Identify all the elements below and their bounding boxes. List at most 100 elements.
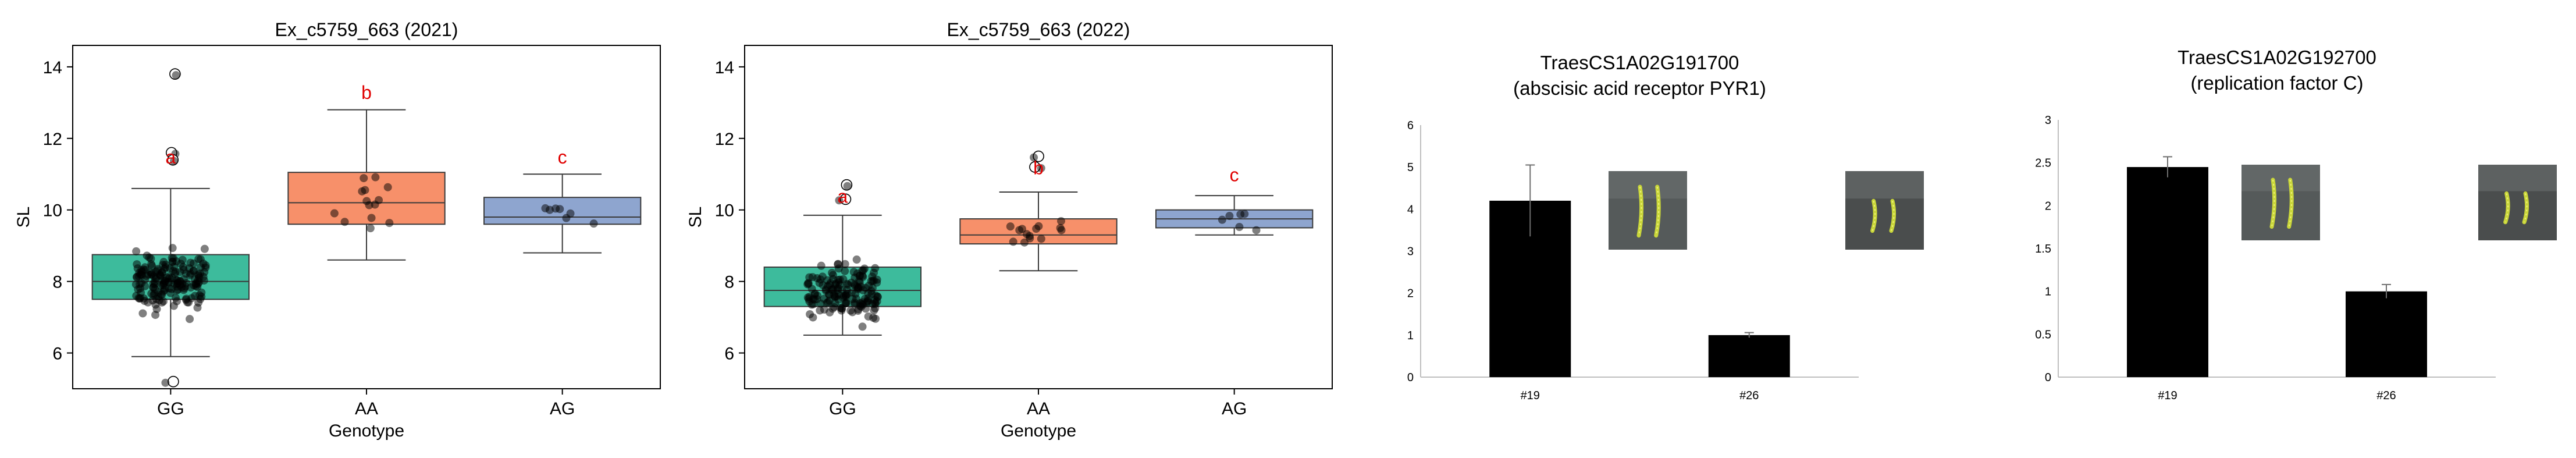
data-point <box>1252 226 1261 235</box>
data-point <box>145 253 154 262</box>
data-point <box>1006 222 1015 231</box>
box-AG <box>483 197 642 225</box>
data-point <box>155 296 163 304</box>
bar-chart-2: TraesCS1A02G192700 (replication factor C)… <box>2035 47 2557 402</box>
wheat-spike <box>2522 191 2529 225</box>
data-point <box>150 278 159 286</box>
data-point <box>187 294 196 303</box>
data-point <box>383 183 392 191</box>
wheat-spike <box>2503 191 2510 225</box>
data-point <box>843 182 852 190</box>
data-point <box>155 271 164 279</box>
plot-frame <box>72 45 661 389</box>
y-tick-label: 0 <box>2045 371 2051 384</box>
bar-chart-1: TraesCS1A02G191700 (abscisic acid recepto… <box>1407 52 1924 402</box>
data-point <box>200 244 209 253</box>
data-point <box>864 312 873 321</box>
spike-photo-inset <box>1845 171 1924 250</box>
photo-highlight <box>1609 171 1687 199</box>
chart-subtitle: (replication factor C) <box>2190 72 2363 94</box>
data-point <box>168 254 176 262</box>
bar-n19 <box>2127 167 2208 377</box>
data-point <box>820 294 828 303</box>
data-point <box>803 280 812 289</box>
x-tick-label: #26 <box>1739 389 1759 402</box>
data-point <box>871 264 880 272</box>
data-point <box>1037 164 1045 172</box>
data-point <box>863 297 872 306</box>
data-point <box>132 247 141 255</box>
data-point <box>852 255 861 264</box>
y-tick-label: 1 <box>2045 286 2051 299</box>
wheat-spike <box>1870 198 1877 233</box>
spike-photo-inset <box>2478 165 2557 240</box>
y-tick-label: 6 <box>1407 119 1414 132</box>
data-point <box>176 268 184 276</box>
data-point <box>823 276 832 285</box>
y-tick-label: 12 <box>43 130 62 149</box>
wheat-spike <box>1889 198 1897 233</box>
outlier-point <box>168 375 179 388</box>
data-point <box>144 270 152 279</box>
spike-photo-inset <box>2241 165 2320 240</box>
data-point <box>566 209 575 218</box>
data-point <box>853 283 862 292</box>
x-tick-label: #19 <box>1521 389 1540 402</box>
data-point <box>194 298 203 307</box>
y-tick-label: 0.5 <box>2035 328 2051 341</box>
data-point <box>1235 223 1244 232</box>
boxplot-chart-1: Ex_c5759_663 (2021) 6 8 10 12 14 SL Genotype GG a… <box>14 19 661 441</box>
y-tick-label: 10 <box>715 201 734 221</box>
data-point <box>868 272 877 281</box>
x-tick-label: GG <box>157 399 184 418</box>
data-point <box>589 219 598 228</box>
data-point <box>859 266 868 275</box>
data-point <box>166 289 175 297</box>
photo-highlight <box>2478 165 2557 191</box>
wheat-spike-highlight <box>1638 186 1642 236</box>
x-tick-label: #19 <box>2158 389 2177 402</box>
data-point <box>835 196 844 205</box>
y-tick-label: 10 <box>43 201 62 221</box>
data-point <box>176 260 185 268</box>
data-point <box>1056 223 1065 232</box>
data-point <box>375 196 383 204</box>
data-point <box>1025 232 1034 240</box>
chart-title: Ex_c5759_663 (2022) <box>947 19 1130 40</box>
data-point <box>838 285 846 294</box>
data-point <box>340 218 349 226</box>
data-point <box>1009 237 1017 246</box>
data-point <box>196 269 205 278</box>
data-point <box>134 294 143 303</box>
y-tick-label: 3 <box>2045 114 2051 127</box>
plot-frame <box>744 45 1333 389</box>
significance-letter: a <box>837 186 848 207</box>
data-point <box>1225 212 1234 221</box>
data-point <box>371 173 380 182</box>
data-point <box>1037 235 1045 243</box>
data-point <box>172 71 180 80</box>
wheat-spike-highlight <box>1655 186 1660 236</box>
data-point <box>367 214 376 222</box>
data-point <box>168 274 176 282</box>
y-tick-label: 1 <box>1407 329 1414 342</box>
significance-letter: c <box>1230 165 1239 186</box>
data-point <box>330 209 339 218</box>
y-tick-label: 8 <box>724 273 734 292</box>
data-point <box>191 280 200 289</box>
data-point <box>873 293 882 301</box>
data-point <box>366 224 375 233</box>
y-tick-label: 6 <box>52 345 62 364</box>
x-tick-label: GG <box>829 399 856 418</box>
y-tick-label: 5 <box>1407 161 1414 174</box>
data-point <box>846 306 855 315</box>
x-axis-label: Genotype <box>1001 421 1076 441</box>
data-point <box>871 314 880 323</box>
boxplot-chart-2: Ex_c5759_663 (2022) 6 8 10 12 14 SL Genotype GG a… <box>686 19 1333 441</box>
data-point <box>841 260 849 268</box>
data-point <box>556 205 564 214</box>
wheat-spike-highlight <box>2271 179 2275 227</box>
x-axis-label: Genotype <box>329 421 404 441</box>
